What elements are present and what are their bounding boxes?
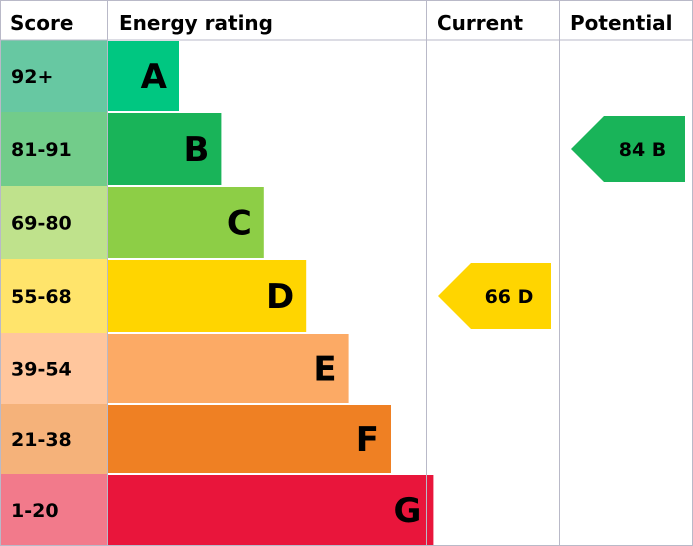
band-g: 1-20 G [0, 474, 434, 546]
rating-letter: A [141, 57, 168, 97]
rating-bar [107, 260, 307, 332]
rating-bar [107, 405, 391, 473]
score-label: 92+ [11, 66, 53, 88]
score-label: 21-38 [11, 429, 72, 451]
rating-bar [107, 334, 349, 403]
potential-rating-arrow: 84 B [571, 116, 685, 182]
score-label: 69-80 [11, 213, 72, 235]
score-header: Score [10, 11, 73, 35]
score-cell [0, 112, 107, 186]
band-e: 39-54 E [0, 333, 349, 404]
rating-letter: C [227, 204, 252, 244]
current-rating-arrow-shape [438, 263, 551, 329]
score-cell [0, 333, 107, 404]
band-b: 81-91 B [0, 112, 222, 186]
rating-letter: F [356, 420, 379, 460]
band-d: 55-68 D [0, 259, 307, 333]
score-cell [0, 404, 107, 474]
current-rating-arrow: 66 D [438, 263, 551, 329]
score-label: 1-20 [11, 500, 59, 522]
rating-arrows: 66 D 84 B [438, 116, 685, 329]
rating-bar [107, 475, 434, 545]
rating-letter: E [313, 350, 336, 390]
rating-letter: D [266, 277, 294, 317]
score-cell [0, 40, 107, 112]
rating-letter: G [393, 491, 421, 531]
current-header: Current [437, 11, 523, 35]
rating-bar [107, 187, 264, 258]
band-c: 69-80 C [0, 186, 264, 259]
score-cell [0, 259, 107, 333]
score-cell [0, 474, 107, 546]
score-label: 81-91 [11, 139, 72, 161]
score-label: 39-54 [11, 359, 72, 381]
energy-rating-header: Energy rating [119, 11, 273, 35]
score-cell [0, 186, 107, 259]
rating-bands: 92+ A 81-91 B 69-80 C 55-68 D 39-54 E 21-38 F 1-20 G [0, 40, 434, 546]
potential-header: Potential [570, 11, 673, 35]
rating-letter: B [183, 130, 209, 170]
potential-rating-arrow-label: 84 B [619, 139, 667, 161]
score-label: 55-68 [11, 286, 72, 308]
potential-rating-arrow-shape [571, 116, 685, 182]
band-f: 21-38 F [0, 404, 391, 474]
current-rating-arrow-label: 66 D [485, 286, 534, 308]
header-row: Score Energy rating Current Potential [10, 11, 673, 35]
band-a: 92+ A [0, 40, 179, 112]
rating-bar [107, 113, 222, 185]
rating-bar [107, 41, 179, 111]
